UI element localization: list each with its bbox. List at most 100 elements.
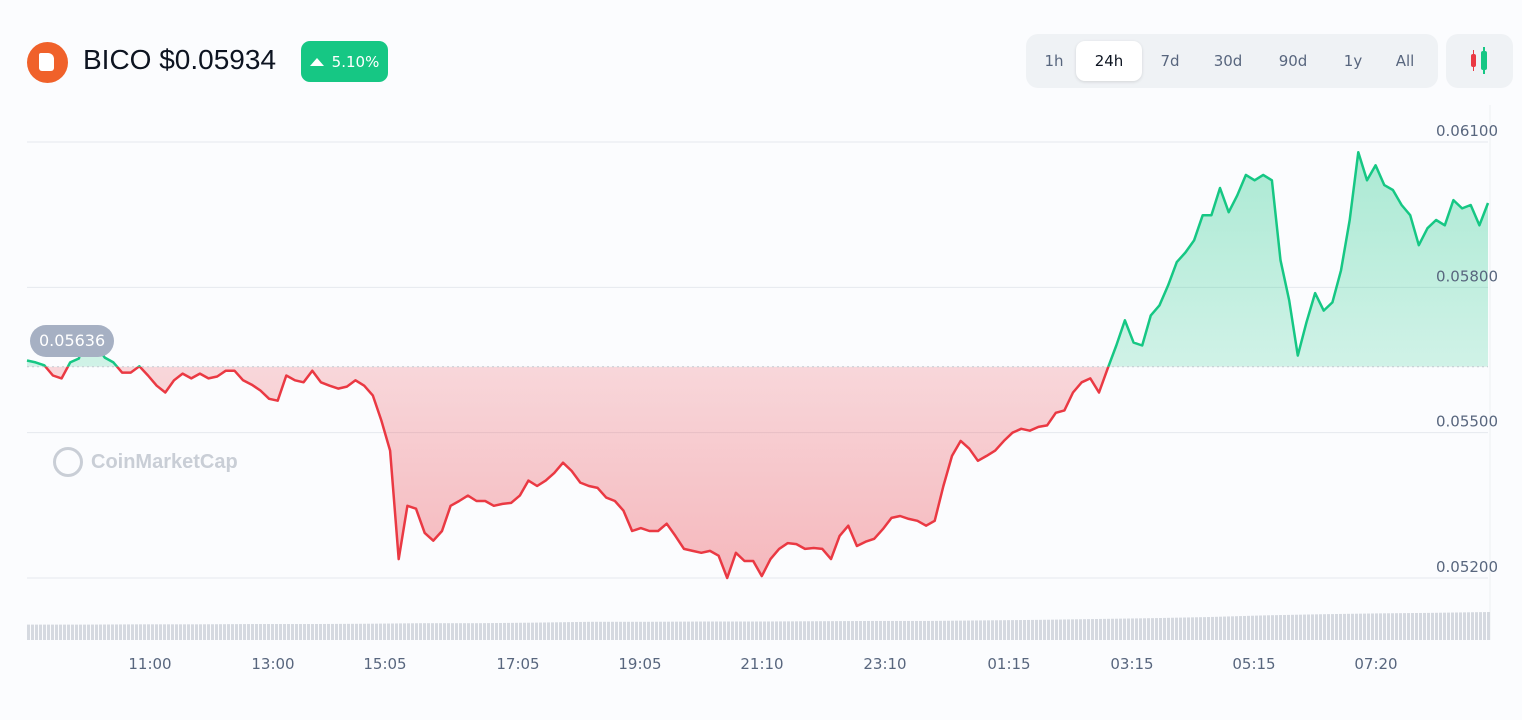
volume-bar (755, 621, 758, 640)
volume-bar (903, 620, 906, 640)
volume-bar (1343, 613, 1346, 640)
volume-bar (1359, 613, 1362, 640)
volume-bar (455, 623, 458, 640)
volume-bar (1011, 620, 1014, 640)
volume-bar (239, 624, 242, 640)
volume-bar (1319, 614, 1322, 640)
y-tick-label: 0.05200 (1436, 558, 1498, 576)
volume-bar (679, 621, 682, 640)
volume-bar (1099, 618, 1102, 640)
volume-bar (363, 623, 366, 640)
volume-bar (1371, 613, 1374, 640)
volume-bar (51, 624, 54, 640)
volume-bar (399, 623, 402, 640)
tab-1h[interactable]: 1h (1044, 52, 1064, 70)
volume-bar (419, 623, 422, 640)
x-tick-label: 17:05 (496, 655, 539, 673)
volume-bar (331, 623, 334, 640)
volume-bar (407, 623, 410, 640)
volume-bar (299, 624, 302, 640)
volume-bar (699, 621, 702, 640)
volume-bar (855, 621, 858, 640)
volume-bar (479, 623, 482, 640)
volume-bar (327, 623, 330, 640)
tab-all[interactable]: All (1395, 52, 1415, 70)
volume-bar (435, 623, 438, 640)
volume-bar (899, 620, 902, 640)
volume-bar (211, 624, 214, 640)
volume-bar (1351, 613, 1354, 640)
volume-bar (791, 621, 794, 640)
volume-bar (1067, 619, 1070, 640)
volume-bar (515, 622, 518, 640)
volume-bar (1035, 619, 1038, 640)
chart-type-button[interactable] (1446, 34, 1513, 88)
volume-bar (475, 623, 478, 640)
volume-bar (1063, 619, 1066, 640)
volume-bar (463, 623, 466, 640)
tab-7d[interactable]: 7d (1160, 52, 1180, 70)
volume-bar (1119, 618, 1122, 640)
baseline-price-label: 0.05636 (30, 325, 115, 357)
volume-bar (1079, 619, 1082, 640)
tab-90d[interactable]: 90d (1278, 52, 1308, 70)
volume-bar (203, 624, 206, 640)
volume-bar (975, 620, 978, 640)
volume-bar (271, 624, 274, 640)
tab-24h[interactable]: 24h (1076, 41, 1142, 81)
volume-bar (1291, 614, 1294, 640)
volume-bar (1159, 617, 1162, 640)
volume-bar (1139, 618, 1142, 640)
volume-bar (847, 621, 850, 640)
volume-bar (1043, 619, 1046, 640)
volume-bar (175, 624, 178, 640)
volume-bar (183, 624, 186, 640)
volume-bar (1231, 616, 1234, 640)
volume-bar (1095, 618, 1098, 640)
volume-bar (527, 622, 530, 640)
volume-bar (431, 623, 434, 640)
volume-bar (95, 624, 98, 640)
volume-bar (1163, 617, 1166, 640)
volume-bar (1211, 616, 1214, 640)
volume-bar (471, 623, 474, 640)
volume-bar (1055, 619, 1058, 640)
volume-bar (199, 624, 202, 640)
volume-bar (743, 621, 746, 640)
volume-bar (1267, 615, 1270, 640)
volume-bar (1311, 614, 1314, 640)
volume-bar (619, 621, 622, 640)
volume-bar (87, 624, 90, 640)
coinmarketcap-logo-icon (53, 447, 83, 477)
tab-30d[interactable]: 30d (1213, 52, 1243, 70)
volume-bar (1175, 617, 1178, 640)
volume-bar (1203, 617, 1206, 640)
volume-bar (343, 623, 346, 640)
volume-bar (1087, 619, 1090, 640)
volume-bar (907, 620, 910, 640)
volume-bar (695, 621, 698, 640)
volume-bar (1219, 616, 1222, 640)
volume-bar (1023, 619, 1026, 640)
volume-bar (255, 624, 258, 640)
volume-bar (567, 622, 570, 640)
volume-bar (883, 620, 886, 640)
volume-bar (1275, 615, 1278, 640)
volume-bar (1383, 613, 1386, 640)
volume-bar (1131, 618, 1134, 640)
volume-bar (231, 624, 234, 640)
volume-bar (799, 621, 802, 640)
volume-bar (707, 621, 710, 640)
volume-bar (379, 623, 382, 640)
volume-bar (499, 622, 502, 640)
volume-bar (887, 620, 890, 640)
volume-bar (787, 621, 790, 640)
volume-bar (719, 621, 722, 640)
tab-1y[interactable]: 1y (1343, 52, 1363, 70)
volume-bar (1439, 612, 1442, 640)
volume-bar (347, 623, 350, 640)
volume-bar (1243, 615, 1246, 640)
volume-bar (911, 620, 914, 640)
watermark: CoinMarketCap (53, 447, 238, 477)
